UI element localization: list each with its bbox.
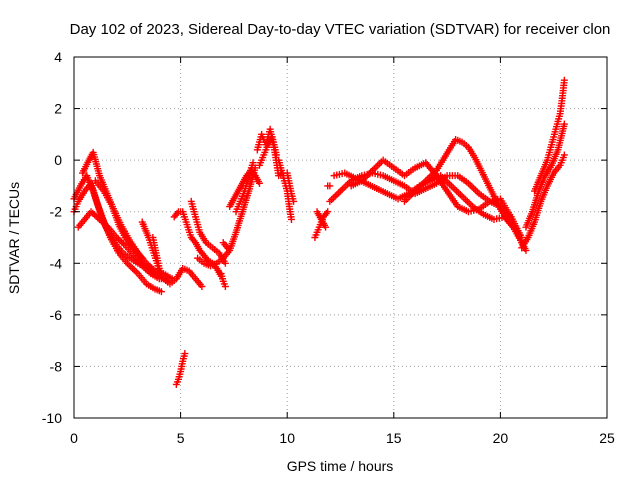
- y-tick-label: -10: [42, 410, 62, 426]
- series-track-l: [217, 270, 229, 290]
- series-track-rise: [518, 151, 568, 252]
- series-track-g: [149, 234, 165, 278]
- series-track-n: [219, 164, 259, 254]
- y-tick-label: -8: [50, 358, 63, 374]
- data-point: [198, 282, 206, 290]
- data-point: [560, 120, 568, 128]
- series-track-arch: [400, 136, 524, 239]
- series-track-z: [347, 156, 526, 241]
- y-tick-label: -2: [50, 204, 63, 220]
- chart-title: Day 102 of 2023, Sidereal Day-to-day VTE…: [70, 21, 611, 38]
- series-track-s: [275, 156, 295, 223]
- data-point: [326, 182, 334, 190]
- data-point: [522, 246, 530, 254]
- data-point: [249, 159, 257, 167]
- data-point: [181, 350, 189, 358]
- data-point: [287, 215, 295, 223]
- grid-lines: [74, 57, 607, 418]
- series-track-v: [313, 208, 330, 231]
- data-points: [70, 76, 568, 388]
- y-tick-label: 4: [54, 49, 62, 65]
- series-track-t: [283, 169, 298, 205]
- x-tick-label: 15: [386, 430, 402, 446]
- data-point: [157, 270, 165, 278]
- series-track-k: [194, 246, 234, 270]
- y-tick-label: 2: [54, 101, 62, 117]
- y-axis-title: SDTVAR / TECUs: [6, 182, 22, 294]
- data-point: [324, 208, 332, 216]
- y-tick-label: -6: [50, 307, 63, 323]
- x-tick-label: 20: [493, 430, 509, 446]
- data-point: [516, 231, 524, 239]
- series-track-rise3: [531, 76, 568, 195]
- series-track-r: [255, 133, 281, 169]
- data-point: [255, 179, 263, 187]
- series-track-h: [160, 264, 206, 290]
- data-point: [290, 197, 298, 205]
- series-track-rise2: [522, 120, 568, 231]
- y-tick-label: 0: [54, 152, 62, 168]
- data-point: [560, 76, 568, 84]
- data-point: [273, 151, 281, 159]
- plot-frame: [73, 56, 608, 419]
- series-track-p: [232, 159, 257, 216]
- data-point: [221, 282, 229, 290]
- data-point: [560, 151, 568, 159]
- x-tick-label: 5: [177, 430, 185, 446]
- series-track-m: [172, 350, 189, 388]
- data-point: [221, 259, 229, 267]
- y-tick-label: -4: [50, 255, 63, 271]
- series-track-w: [324, 182, 334, 190]
- x-axis-title: GPS time / hours: [287, 458, 394, 474]
- x-tick-label: 25: [599, 430, 615, 446]
- data-point: [322, 223, 330, 231]
- x-tick-label: 0: [70, 430, 78, 446]
- x-tick-label: 10: [279, 430, 295, 446]
- axis-ticks: 0 5 10 15 20 25 -10 -8 -6 -4 -2 0 2 4: [42, 49, 615, 446]
- data-point: [157, 288, 165, 296]
- series-track-q: [253, 125, 287, 180]
